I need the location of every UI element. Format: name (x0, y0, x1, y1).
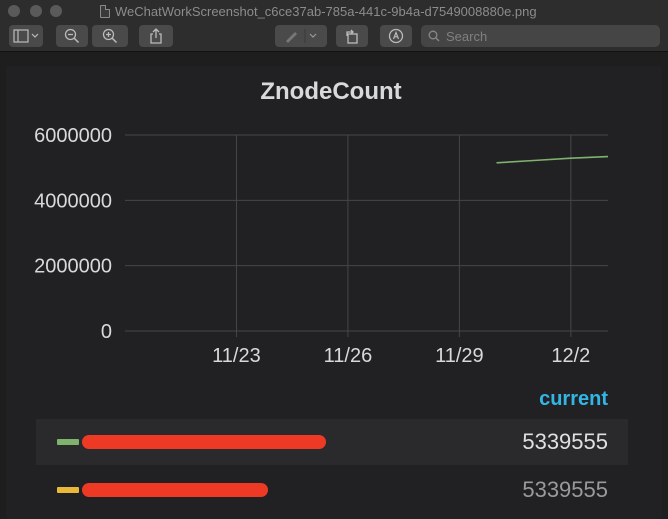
series-line[interactable] (496, 155, 609, 164)
document-icon (100, 4, 110, 18)
markup-circle-icon (388, 28, 404, 44)
toolbar (0, 22, 668, 52)
legend-row[interactable]: 5339555 (36, 419, 628, 465)
window-title-text: WeChatWorkScreenshot_c6ce37ab-785a-441c-… (115, 3, 537, 19)
x-tick-label: 12/2 (551, 345, 590, 367)
close-window-button[interactable] (8, 5, 20, 17)
zoom-in-icon (102, 28, 118, 44)
zoom-out-icon (64, 28, 80, 44)
y-tick-label: 6000000 (34, 125, 112, 147)
search-input[interactable] (446, 28, 646, 44)
markup-button[interactable] (275, 25, 327, 47)
search-icon (428, 30, 440, 42)
share-icon (150, 28, 162, 44)
redacted-series-name (82, 483, 268, 497)
chart-title: ZnodeCount (260, 78, 402, 105)
y-tick-label: 2000000 (34, 256, 112, 278)
x-tick-label: 11/26 (324, 345, 373, 367)
share-button[interactable] (139, 25, 173, 47)
legend-color-swatch (57, 439, 79, 445)
rotate-icon (346, 29, 358, 44)
x-tick-label: 11/29 (435, 345, 484, 367)
rotate-button[interactable] (336, 25, 368, 47)
legend-row[interactable]: 5339555 (36, 467, 628, 513)
zoom-out-button[interactable] (56, 25, 88, 47)
legend-color-swatch (57, 487, 79, 493)
sidebar-icon (13, 29, 39, 43)
y-tick-label: 0 (101, 321, 112, 343)
legend-current-value: 5339555 (522, 429, 608, 454)
search-field[interactable] (421, 25, 660, 47)
annotate-button[interactable] (380, 25, 412, 47)
y-tick-label: 4000000 (34, 190, 112, 212)
sidebar-toggle-button[interactable] (9, 25, 43, 47)
minimize-window-button[interactable] (30, 5, 42, 17)
redacted-series-name (82, 435, 326, 449)
zoom-in-button[interactable] (92, 25, 128, 47)
legend-current-value: 5339555 (522, 477, 608, 502)
window-title: WeChatWorkScreenshot_c6ce37ab-785a-441c-… (100, 3, 537, 19)
x-tick-label: 11/23 (212, 345, 261, 367)
zoom-window-button[interactable] (50, 5, 62, 17)
pen-icon (286, 29, 317, 43)
title-bar: WeChatWorkScreenshot_c6ce37ab-785a-441c-… (0, 0, 668, 22)
legend-current-header[interactable]: current (539, 388, 608, 410)
